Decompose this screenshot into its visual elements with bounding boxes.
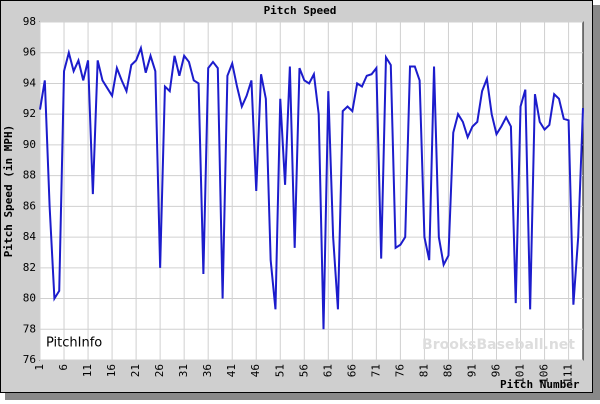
x-tick-label: 91 xyxy=(465,364,478,377)
x-tick-label: 11 xyxy=(81,364,94,377)
y-tick-label: 84 xyxy=(23,230,37,243)
x-tick-label: 61 xyxy=(321,364,334,377)
y-tick-label: 88 xyxy=(23,169,36,182)
x-tick-label: 56 xyxy=(297,364,310,377)
chart-title: Pitch Speed xyxy=(264,4,337,17)
y-tick-label: 80 xyxy=(23,292,36,305)
shadow xyxy=(593,5,600,400)
y-tick-label: 96 xyxy=(23,46,36,59)
x-tick-label: 106 xyxy=(538,364,551,384)
x-tick-label: 21 xyxy=(129,364,142,377)
x-tick-label: 1 xyxy=(33,364,46,371)
y-tick-label: 78 xyxy=(23,322,36,335)
y-tick-label: 86 xyxy=(23,199,36,212)
x-tick-label: 96 xyxy=(490,364,503,377)
x-axis-label: Pitch Number xyxy=(500,378,580,391)
plot-area xyxy=(39,21,584,361)
x-tick-label: 76 xyxy=(393,364,406,377)
x-tick-label: 31 xyxy=(177,364,190,377)
x-tick-label: 66 xyxy=(345,364,358,377)
watermark: BrooksBaseball.net xyxy=(422,337,575,353)
shadow xyxy=(5,393,600,400)
watermark: PitchInfo xyxy=(46,336,102,351)
x-tick-label: 71 xyxy=(369,364,382,377)
x-tick-label: 51 xyxy=(273,364,286,377)
x-tick-label: 86 xyxy=(441,364,454,377)
y-tick-label: 94 xyxy=(23,76,37,89)
y-tick-label: 76 xyxy=(23,353,36,366)
x-tick-label: 46 xyxy=(249,364,262,377)
data-line xyxy=(39,44,584,330)
x-tick-label: 101 xyxy=(514,364,527,384)
y-tick-label: 98 xyxy=(23,15,36,28)
y-tick-label: 82 xyxy=(23,261,36,274)
y-tick-label: 92 xyxy=(23,107,36,120)
x-tick-label: 26 xyxy=(153,364,166,377)
x-tick-label: 16 xyxy=(105,364,118,377)
y-axis-label: Pitch Speed (in MPH) xyxy=(2,125,15,257)
x-tick-label: 36 xyxy=(201,364,214,377)
x-tick-label: 81 xyxy=(417,364,430,377)
x-tick-label: 41 xyxy=(225,364,238,377)
x-tick-label: 6 xyxy=(57,364,70,371)
x-tick-label: 111 xyxy=(562,364,575,384)
y-tick-label: 90 xyxy=(23,138,36,151)
